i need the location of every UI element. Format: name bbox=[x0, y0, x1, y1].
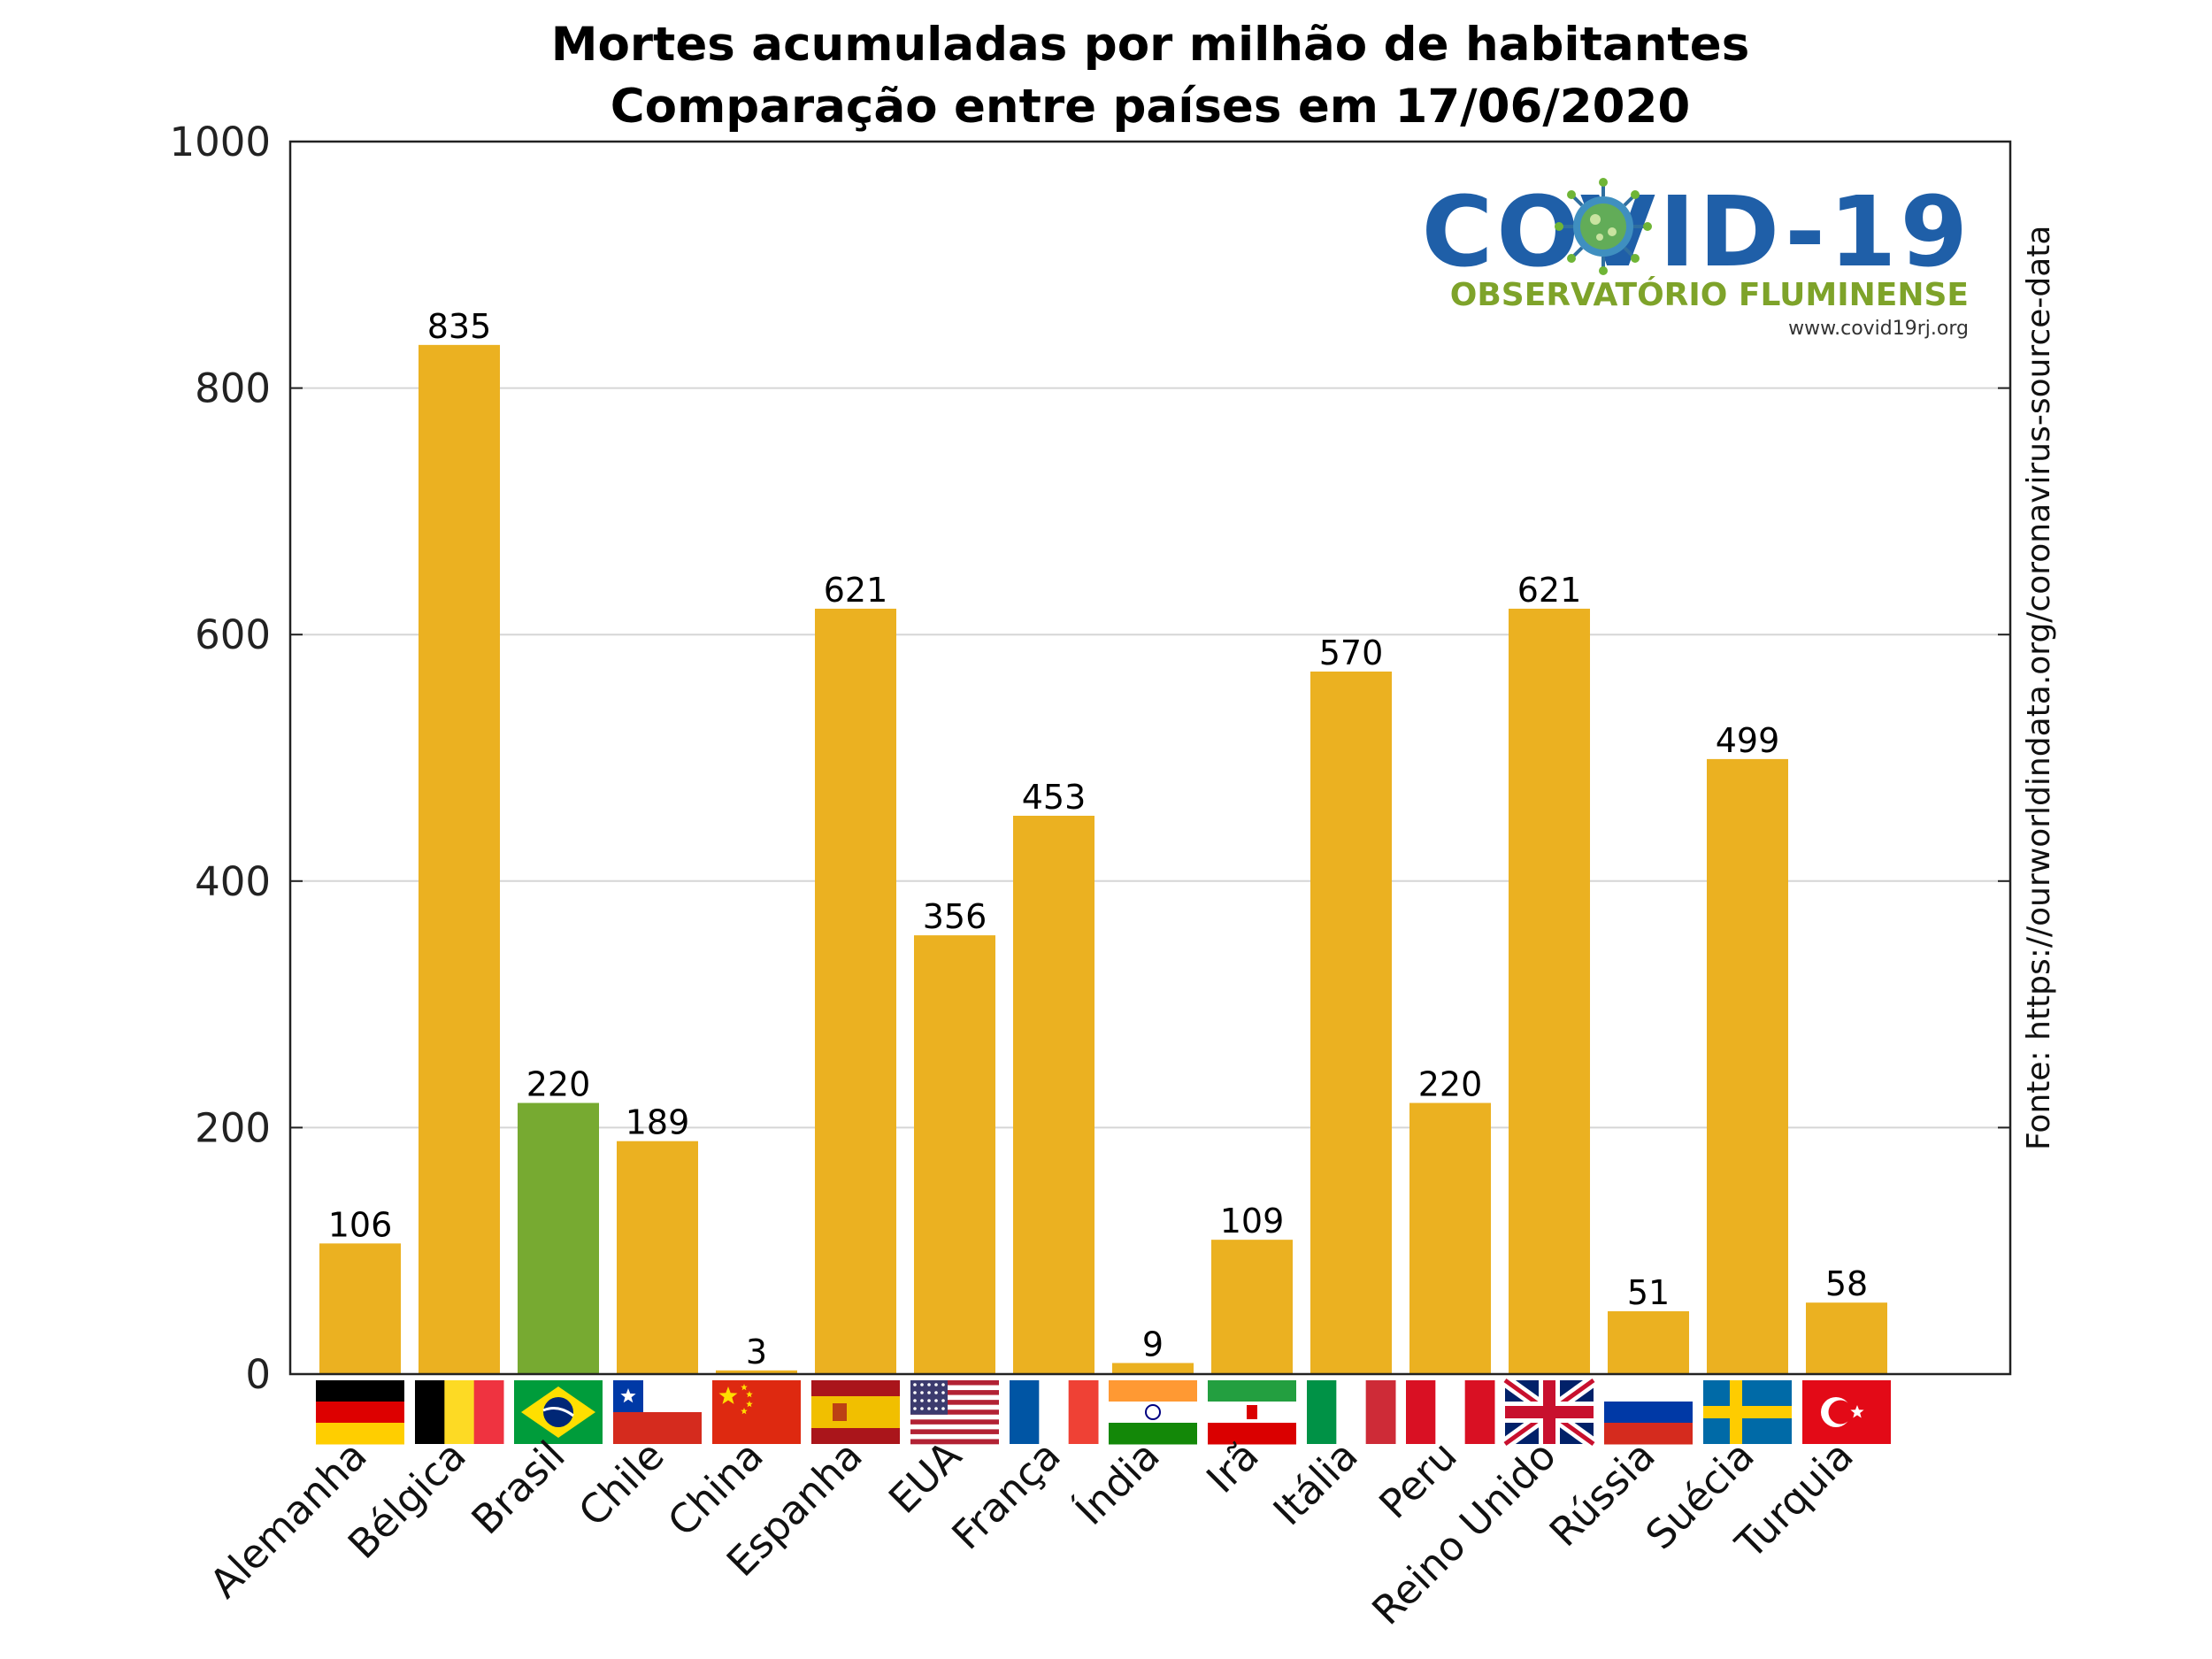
x-tick-label: EUA bbox=[879, 1432, 971, 1523]
turkey-flag-icon bbox=[1802, 1380, 1891, 1444]
bar bbox=[1608, 1310, 1689, 1374]
x-tick-label: Alemanha bbox=[201, 1432, 376, 1607]
russia-flag-icon bbox=[1604, 1380, 1693, 1445]
bar bbox=[1211, 1240, 1293, 1374]
x-tick-label: Rússia bbox=[1540, 1432, 1664, 1555]
y-axis-ticks: 0 200 400 600 800 1000 bbox=[169, 119, 2010, 1398]
bar bbox=[914, 935, 995, 1374]
plot-frame bbox=[288, 140, 2012, 1376]
logo: COVID-19 OBSERVATÓRIO FLUMINENSE www.cov… bbox=[1422, 175, 1971, 340]
china-flag-icon bbox=[712, 1380, 801, 1444]
germany-flag-icon bbox=[316, 1380, 404, 1445]
data-label: 3 bbox=[746, 1333, 767, 1371]
y-tick-label: 200 bbox=[195, 1104, 271, 1151]
bars bbox=[319, 344, 1887, 1375]
brazil-flag-icon bbox=[514, 1380, 603, 1444]
data-label: 58 bbox=[1825, 1264, 1868, 1303]
data-label: 621 bbox=[824, 571, 888, 610]
data-label: 220 bbox=[526, 1065, 591, 1104]
axes bbox=[288, 140, 2012, 1376]
data-label: 9 bbox=[1142, 1325, 1164, 1363]
source-note: Fonte: https://ourworldindata.org/corona… bbox=[2021, 226, 2057, 1150]
sweden-flag-icon bbox=[1703, 1380, 1792, 1444]
flags bbox=[316, 1375, 1891, 1449]
bar bbox=[716, 1370, 797, 1374]
x-tick-label: Reino Unido bbox=[1363, 1432, 1564, 1633]
x-tick-label: França bbox=[943, 1432, 1070, 1558]
logo-title: COVID-19 bbox=[1422, 175, 1971, 288]
data-label: 220 bbox=[1418, 1065, 1483, 1104]
bar bbox=[419, 344, 500, 1375]
x-tick-label: Brasil bbox=[463, 1432, 574, 1543]
x-tick-label: Itália bbox=[1264, 1432, 1367, 1534]
data-labels: 106 835 220 189 3 621 356 453 9 109 570 220 621 51 499… bbox=[328, 307, 1868, 1371]
bar bbox=[1409, 1102, 1491, 1374]
spain-flag-icon bbox=[811, 1380, 900, 1444]
y-tick-label: 1000 bbox=[169, 119, 271, 165]
data-label: 106 bbox=[328, 1205, 393, 1244]
data-label: 835 bbox=[427, 307, 492, 346]
bar bbox=[617, 1141, 698, 1374]
bar bbox=[1707, 758, 1788, 1374]
bar bbox=[1112, 1363, 1194, 1374]
y-tick-label: 0 bbox=[245, 1351, 271, 1398]
data-label: 356 bbox=[923, 897, 987, 936]
chile-flag-icon bbox=[613, 1380, 702, 1444]
data-label: 499 bbox=[1716, 721, 1780, 760]
x-tick-label: Chile bbox=[570, 1432, 673, 1535]
x-tick-label: Índia bbox=[1066, 1432, 1169, 1534]
data-label: 189 bbox=[626, 1103, 690, 1142]
logo-url: www.covid19rj.org bbox=[1788, 318, 1969, 340]
data-label: 51 bbox=[1627, 1273, 1670, 1312]
uk-flag-icon bbox=[1501, 1375, 1598, 1449]
data-label: 109 bbox=[1220, 1202, 1285, 1240]
data-label: 621 bbox=[1517, 571, 1582, 610]
coronavirus-icon bbox=[1555, 178, 1652, 275]
peru-flag-icon bbox=[1406, 1380, 1495, 1444]
data-label: 570 bbox=[1319, 634, 1384, 672]
logo-subtitle: OBSERVATÓRIO FLUMINENSE bbox=[1450, 276, 1969, 313]
india-flag-icon bbox=[1109, 1380, 1197, 1445]
france-flag-icon bbox=[1010, 1380, 1099, 1444]
chart-title: Mortes acumuladas por milhão de habitant… bbox=[551, 18, 1750, 72]
y-tick-label: 800 bbox=[195, 365, 271, 412]
bar bbox=[1310, 671, 1392, 1374]
data-label: 453 bbox=[1022, 778, 1087, 817]
bar bbox=[518, 1102, 599, 1374]
bar bbox=[1509, 608, 1590, 1374]
bar bbox=[319, 1243, 401, 1374]
y-tick-label: 600 bbox=[195, 611, 271, 658]
iran-flag-icon bbox=[1208, 1380, 1296, 1445]
belgium-flag-icon bbox=[415, 1380, 504, 1444]
bar bbox=[1806, 1302, 1887, 1374]
bar bbox=[815, 608, 896, 1374]
usa-flag-icon bbox=[910, 1380, 999, 1445]
italy-flag-icon bbox=[1307, 1380, 1396, 1444]
bar bbox=[1013, 815, 1094, 1374]
chart-subtitle: Comparação entre países em 17/06/2020 bbox=[611, 80, 1690, 134]
y-tick-label: 400 bbox=[195, 858, 271, 905]
